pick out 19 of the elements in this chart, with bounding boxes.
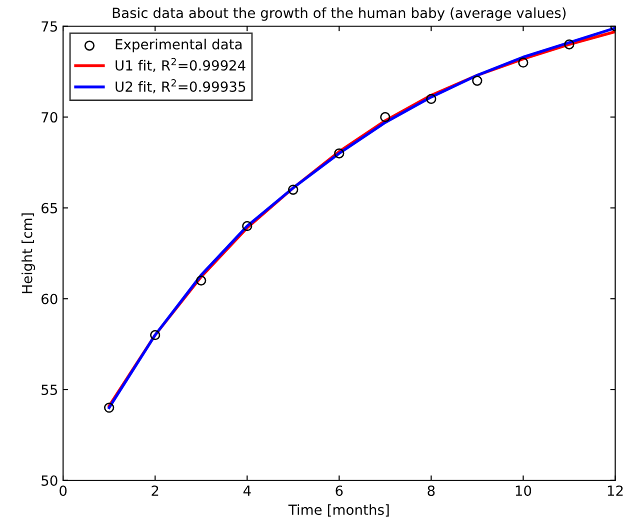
x-tick-label: 8 (428, 485, 435, 496)
x-tick-label: 12 (608, 485, 623, 496)
legend-label: U2 fit, R$^{2}$=0.99935 (116, 79, 246, 94)
x-tick-label: 6 (336, 485, 343, 496)
y-tick-label: 70 (42, 112, 58, 123)
x-tick-label: 0 (60, 485, 67, 496)
x-tick-label: 4 (243, 486, 251, 496)
y-tick-label: 55 (42, 384, 58, 396)
y-tick-label: 60 (42, 294, 58, 304)
y-axis-title: Height [cm] (22, 213, 36, 294)
x-tick-label: 2 (152, 485, 158, 496)
y-tick-label: 50 (42, 475, 58, 486)
chart-title: Basic data about the growth of the human baby (average values) (112, 7, 566, 21)
legend-label: Experimental data (116, 38, 242, 52)
legend-label: U1 fit, R$^{2}$=0.99924 (116, 58, 246, 72)
x-tick-label: 10 (516, 485, 532, 496)
x-axis-title: Time [months] (288, 504, 389, 517)
y-tick-label: 65 (42, 202, 58, 214)
y-tick-label: 75 (42, 21, 58, 32)
